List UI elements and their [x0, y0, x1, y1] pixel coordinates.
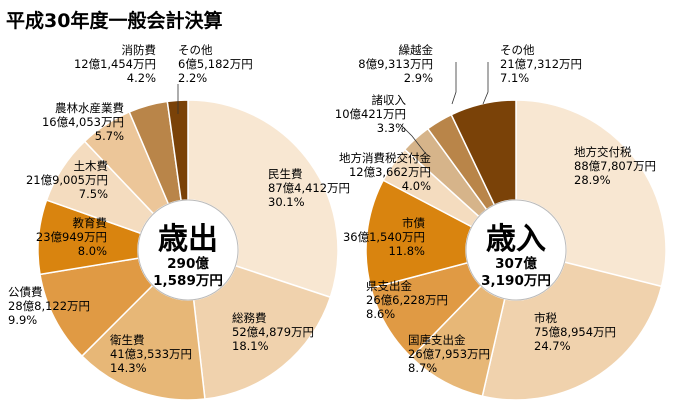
- expenditure-slice-amount: 16億4,053万円: [42, 115, 124, 129]
- revenue-slice-percent: 2.9%: [404, 71, 433, 85]
- revenue-center-disc: [465, 199, 567, 301]
- revenue-leader-line: [482, 62, 489, 105]
- expenditure-total-man: 1,589万円: [153, 273, 223, 289]
- expenditure-slice-amount: 21億9,005万円: [26, 173, 108, 187]
- expenditure-slice-name: 衛生費: [110, 333, 145, 347]
- expenditure-total-oku: 290億: [167, 255, 209, 272]
- revenue-slice-name: 県支出金: [366, 279, 412, 293]
- revenue-total-oku: 307億: [495, 255, 537, 272]
- page-title: 平成30年度一般会計決算: [6, 9, 222, 32]
- expenditure-slice-percent: 2.2%: [178, 71, 207, 85]
- revenue-slice-amount: 75億8,954万円: [534, 325, 616, 339]
- revenue-slice-amount: 26億7,953万円: [408, 347, 490, 361]
- expenditure-slice-amount: 12億1,454万円: [74, 57, 156, 71]
- revenue-leader-line: [451, 62, 457, 105]
- revenue-slice-percent: 11.8%: [388, 244, 425, 258]
- revenue-slice-percent: 7.1%: [500, 71, 529, 85]
- revenue-slice-percent: 28.9%: [574, 173, 611, 187]
- expenditure-slice-name: 農林水産業費: [55, 101, 124, 115]
- expenditure-slice-percent: 18.1%: [232, 339, 269, 353]
- revenue-slice-amount: 26億6,228万円: [366, 293, 448, 307]
- revenue-center-title: 歳入: [486, 222, 546, 257]
- revenue-slice-amount: 8億9,313万円: [358, 57, 433, 71]
- expenditure-slice-name: 土木費: [74, 159, 109, 173]
- expenditure-slice-percent: 7.5%: [79, 187, 108, 201]
- revenue-slice-amount: 21億7,312万円: [500, 57, 582, 71]
- revenue-slice-name: その他: [500, 43, 535, 57]
- expenditure-slice-amount: 28億8,122万円: [8, 299, 90, 313]
- revenue-slice-name: 国庫支出金: [408, 333, 466, 347]
- expenditure-slice-percent: 5.7%: [95, 129, 124, 143]
- revenue-slice-name: 市税: [534, 311, 557, 325]
- expenditure-center-disc: [137, 199, 239, 301]
- expenditure-labels: 民生費87億4,412万円30.1%総務費52億4,879万円18.1%衛生費4…: [8, 43, 350, 375]
- expenditure-slice-name: 消防費: [122, 43, 157, 57]
- revenue-slice-amount: 88億7,807万円: [574, 159, 656, 173]
- revenue-slice-amount: 12億3,662万円: [349, 165, 431, 179]
- expenditure-slice-name: 総務費: [232, 311, 267, 325]
- expenditure-slice-amount: 52億4,879万円: [232, 325, 314, 339]
- expenditure-slice-amount: 41億3,533万円: [110, 347, 192, 361]
- revenue-slice-percent: 8.7%: [408, 361, 437, 375]
- revenue-slices: [365, 99, 667, 401]
- expenditure-slice-name: 公債費: [8, 285, 43, 299]
- revenue-slice-name: 繰越金: [399, 43, 434, 57]
- revenue-slice-percent: 4.0%: [402, 179, 431, 193]
- expenditure-slice-amount: 23億949万円: [36, 230, 107, 244]
- revenue-slice-percent: 3.3%: [377, 121, 406, 135]
- expenditure-slice-percent: 8.0%: [78, 244, 107, 258]
- expenditure-slice-percent: 14.3%: [110, 361, 147, 375]
- revenue-slice-name: 諸収入: [372, 93, 407, 107]
- revenue-leader-line: [399, 123, 427, 155]
- revenue-slice-amount: 36億1,540万円: [343, 230, 425, 244]
- expenditure-slice-percent: 4.2%: [127, 71, 156, 85]
- expenditure-slice-amount: 87億4,412万円: [268, 181, 350, 195]
- expenditure-slice-name: その他: [178, 43, 213, 57]
- revenue-slice-percent: 8.6%: [366, 307, 395, 321]
- revenue-slice-name: 地方消費税交付金: [339, 151, 431, 165]
- expenditure-slice-percent: 30.1%: [268, 195, 305, 209]
- expenditure-slice-percent: 9.9%: [8, 313, 37, 327]
- expenditure-slices: [37, 99, 339, 401]
- revenue-slice-percent: 24.7%: [534, 339, 571, 353]
- expenditure-slice-amount: 6億5,182万円: [178, 57, 253, 71]
- revenue-slice-name: 市債: [402, 216, 425, 230]
- expenditure-slice-name: 教育費: [73, 216, 108, 230]
- expenditure-slice-name: 民生費: [268, 167, 303, 181]
- revenue-slice-amount: 10億421万円: [335, 107, 406, 121]
- expenditure-center-title: 歳出: [158, 222, 218, 257]
- revenue-total-man: 3,190万円: [481, 273, 551, 289]
- revenue-slice-name: 地方交付税: [574, 145, 632, 159]
